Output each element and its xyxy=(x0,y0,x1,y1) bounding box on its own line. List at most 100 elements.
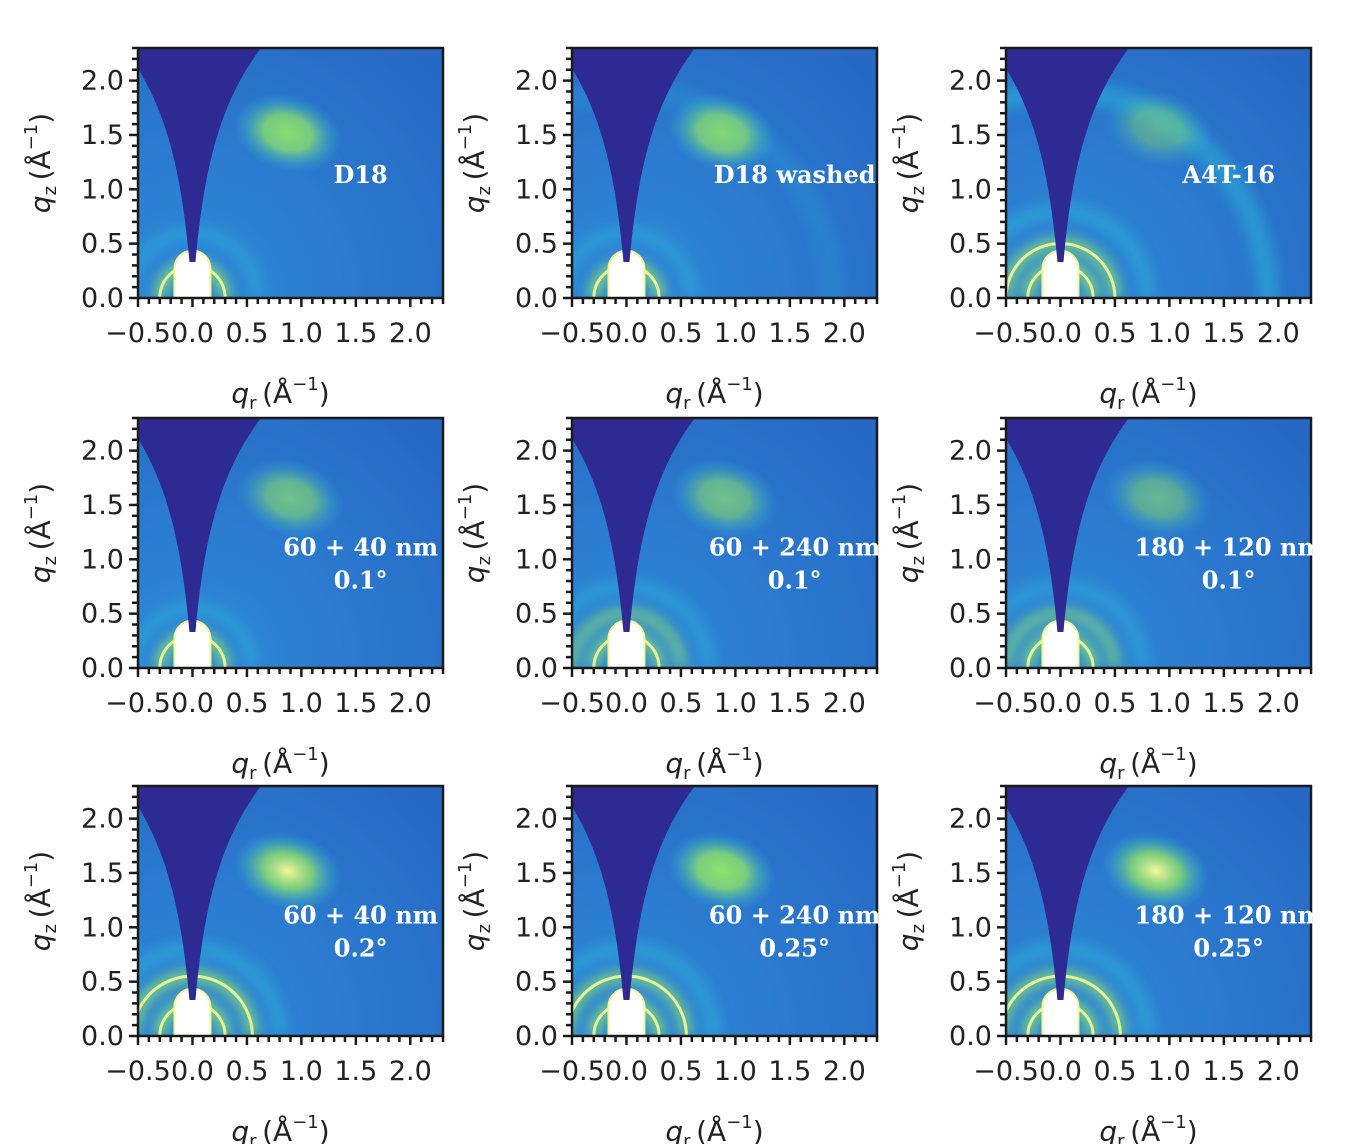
y-tick-label: 1.0 xyxy=(515,174,558,205)
y-tick-label: 2.0 xyxy=(81,66,124,97)
y-tick-label: 1.5 xyxy=(81,858,124,889)
x-tick-label: 1.5 xyxy=(1202,1056,1245,1087)
pi-pi-stacking-peak xyxy=(236,458,345,538)
x-axis-label: qr (Å−1) xyxy=(665,1112,763,1144)
y-tick-label: 1.0 xyxy=(515,544,558,575)
x-tick-label: 1.0 xyxy=(714,688,757,719)
giwaxs-panel: −0.5 0.0 0.5 1.0 1.5 2.00.00.51.01.52.0qr (Å−… xyxy=(889,46,1313,414)
giwaxs-panel: −0.5 0.0 0.5 1.0 1.5 2.00.00.51.01.52.0qr (Å−… xyxy=(455,416,880,784)
y-tick-label: 1.0 xyxy=(515,912,558,943)
x-tick-label: 1.0 xyxy=(280,1056,323,1087)
y-tick-label: 1.0 xyxy=(949,174,992,205)
x-tick-label: −0.5 xyxy=(973,688,1039,719)
y-tick-label: 0.0 xyxy=(81,653,124,684)
sample-label: 0.1° xyxy=(1202,566,1256,595)
sample-label: 180 + 120 nm xyxy=(1135,901,1323,930)
missing-wedge xyxy=(572,786,695,1001)
x-tick-label: 0.0 xyxy=(171,688,214,719)
x-tick-label: 1.0 xyxy=(1148,688,1191,719)
x-tick-label: 2.0 xyxy=(1257,688,1300,719)
y-tick-label: 1.5 xyxy=(949,490,992,521)
y-tick-label: 2.0 xyxy=(81,436,124,467)
x-tick-label: 1.5 xyxy=(334,688,377,719)
y-axis-label: qz (Å−1) xyxy=(21,483,61,583)
pi-pi-stacking-peak xyxy=(233,93,342,173)
y-axis-label: qz (Å−1) xyxy=(21,113,61,213)
y-tick-label: 0.5 xyxy=(515,967,558,998)
sample-label: 180 + 120 nm xyxy=(1135,533,1323,562)
x-tick-label: 0.5 xyxy=(225,318,268,349)
x-axis-label: qr (Å−1) xyxy=(1099,1112,1197,1144)
x-tick-label: 0.5 xyxy=(1093,688,1136,719)
giwaxs-panel: −0.5 0.0 0.5 1.0 1.5 2.00.00.51.01.52.0qr (Å−… xyxy=(21,784,445,1144)
sample-label: 0.25° xyxy=(1193,934,1263,963)
x-tick-label: 1.5 xyxy=(1202,688,1245,719)
x-tick-label: 0.5 xyxy=(659,318,702,349)
x-tick-label: −0.5 xyxy=(539,1056,605,1087)
y-tick-label: 1.0 xyxy=(81,174,124,205)
sample-label: 60 + 40 nm xyxy=(283,533,438,562)
sample-label: 60 + 240 nm xyxy=(709,533,881,562)
y-axis-label: qz (Å−1) xyxy=(889,113,929,213)
y-tick-label: 2.0 xyxy=(515,436,558,467)
y-tick-label: 0.5 xyxy=(81,229,124,260)
y-tick-label: 1.0 xyxy=(81,544,124,575)
x-axis-label: qr (Å−1) xyxy=(1099,744,1197,784)
giwaxs-panel: −0.5 0.0 0.5 1.0 1.5 2.00.00.51.01.52.0qr (Å−… xyxy=(21,46,445,414)
missing-wedge xyxy=(1006,786,1129,1001)
sample-label: 60 + 40 nm xyxy=(283,901,438,930)
y-axis-label: qz (Å−1) xyxy=(455,113,495,213)
pi-pi-stacking-peak xyxy=(1101,831,1210,911)
missing-wedge xyxy=(1006,418,1129,633)
x-tick-label: 1.0 xyxy=(1148,1056,1191,1087)
y-tick-label: 0.5 xyxy=(515,229,558,260)
missing-wedge xyxy=(138,786,261,1001)
y-tick-label: 0.5 xyxy=(81,967,124,998)
x-tick-label: −0.5 xyxy=(539,688,605,719)
x-tick-label: 0.5 xyxy=(659,1056,702,1087)
y-tick-label: 1.5 xyxy=(949,120,992,151)
giwaxs-panel: −0.5 0.0 0.5 1.0 1.5 2.00.00.51.01.52.0qr (Å−… xyxy=(455,46,879,414)
x-tick-label: 0.0 xyxy=(1039,1056,1082,1087)
y-tick-label: 2.0 xyxy=(515,804,558,835)
x-axis-label: qr (Å−1) xyxy=(1099,374,1197,414)
sample-label: 0.1° xyxy=(768,566,822,595)
y-tick-label: 0.0 xyxy=(949,1021,992,1052)
missing-wedge xyxy=(572,48,695,263)
sample-label: 0.2° xyxy=(334,934,388,963)
y-tick-label: 2.0 xyxy=(949,436,992,467)
x-axis-label: qr (Å−1) xyxy=(665,374,763,414)
x-tick-label: 0.5 xyxy=(225,1056,268,1087)
sample-label: 0.25° xyxy=(759,934,829,963)
x-tick-label: 0.0 xyxy=(1039,688,1082,719)
y-tick-label: 0.0 xyxy=(515,653,558,684)
y-tick-label: 1.0 xyxy=(949,912,992,943)
y-tick-label: 1.5 xyxy=(515,858,558,889)
x-tick-label: 1.0 xyxy=(714,318,757,349)
x-tick-label: 0.5 xyxy=(225,688,268,719)
x-tick-label: 1.5 xyxy=(334,318,377,349)
y-tick-label: 0.0 xyxy=(949,653,992,684)
x-tick-label: −0.5 xyxy=(973,318,1039,349)
y-tick-label: 0.0 xyxy=(949,283,992,314)
y-tick-label: 0.0 xyxy=(515,283,558,314)
x-tick-label: 1.5 xyxy=(768,318,811,349)
x-axis-label: qr (Å−1) xyxy=(665,744,763,784)
y-tick-label: 1.0 xyxy=(81,912,124,943)
x-tick-label: 0.0 xyxy=(171,318,214,349)
y-axis-label: qz (Å−1) xyxy=(455,851,495,951)
x-tick-label: −0.5 xyxy=(539,318,605,349)
y-tick-label: 2.0 xyxy=(949,66,992,97)
pi-pi-stacking-peak xyxy=(1104,458,1213,538)
x-tick-label: 1.0 xyxy=(1148,318,1191,349)
y-axis-label: qz (Å−1) xyxy=(889,851,929,951)
x-tick-label: 1.0 xyxy=(280,688,323,719)
x-tick-label: 1.0 xyxy=(280,318,323,349)
x-tick-label: −0.5 xyxy=(105,318,171,349)
x-tick-label: −0.5 xyxy=(105,1056,171,1087)
sample-label: D18 xyxy=(334,160,388,189)
missing-wedge xyxy=(572,418,695,633)
giwaxs-panel: −0.5 0.0 0.5 1.0 1.5 2.00.00.51.01.52.0qr (Å−… xyxy=(21,416,445,784)
pi-pi-stacking-peak xyxy=(667,93,776,173)
